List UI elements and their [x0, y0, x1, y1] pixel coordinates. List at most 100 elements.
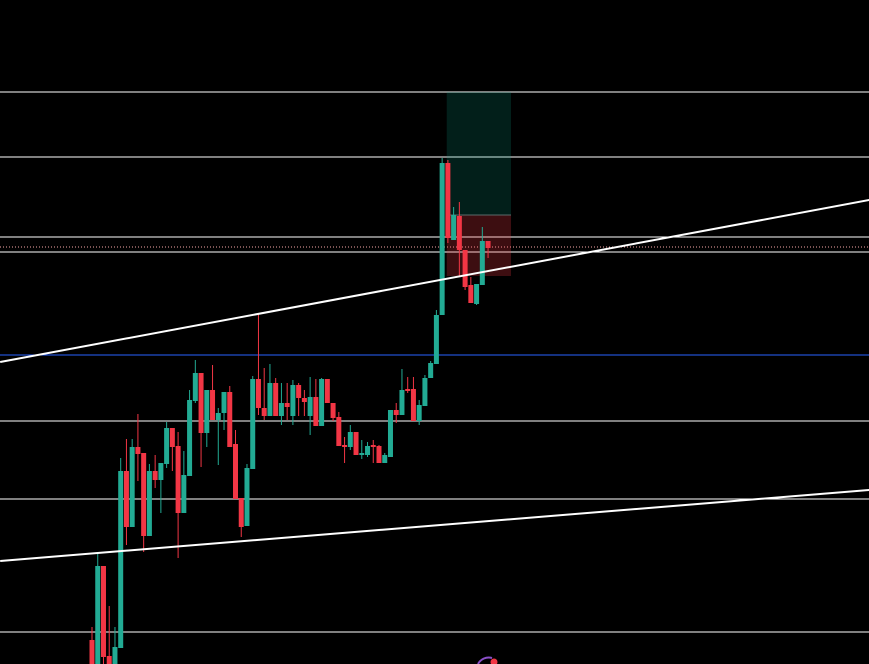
candle	[376, 445, 382, 463]
candle-body	[462, 250, 468, 287]
candle	[255, 313, 261, 415]
candle-body	[479, 241, 485, 285]
candle-body	[238, 498, 244, 527]
scroll-marker-icon[interactable]	[477, 656, 498, 664]
candle	[456, 202, 462, 277]
candle	[290, 380, 296, 425]
candle-body	[135, 447, 141, 454]
candle	[479, 227, 485, 285]
candle	[324, 379, 330, 403]
candle-body	[221, 392, 227, 413]
candle-body	[428, 363, 434, 378]
candle	[365, 442, 371, 457]
candle	[330, 403, 336, 421]
candle-body	[416, 405, 422, 421]
candle	[405, 377, 411, 393]
candle-body	[353, 432, 359, 455]
candle	[135, 414, 141, 481]
candle-body	[267, 383, 273, 416]
candle	[261, 368, 267, 420]
candle-body	[468, 285, 474, 303]
candle	[485, 241, 491, 258]
candle-body	[387, 410, 393, 457]
candle	[336, 412, 342, 446]
candle-body	[164, 428, 170, 464]
candle	[169, 428, 175, 471]
candle-body	[158, 463, 164, 480]
candle-body	[215, 413, 221, 420]
candle-body	[439, 163, 445, 315]
candle-body	[152, 471, 158, 480]
candle-body	[365, 446, 371, 455]
candle	[192, 360, 198, 403]
candle	[468, 277, 474, 303]
candle	[89, 627, 95, 664]
candle	[319, 378, 325, 426]
candle	[410, 377, 416, 421]
candle-body	[485, 241, 491, 248]
candle-body	[433, 315, 439, 364]
candle	[428, 361, 434, 378]
candle	[387, 410, 393, 457]
candle	[399, 369, 405, 415]
candle-body	[204, 390, 210, 433]
candle-body	[393, 410, 399, 415]
candles	[89, 158, 491, 664]
candle	[301, 390, 307, 416]
candle-body	[169, 428, 175, 447]
candle	[215, 408, 221, 465]
candle	[347, 425, 353, 450]
candle	[175, 432, 181, 558]
candle-body	[227, 392, 233, 447]
candle-body	[422, 378, 428, 406]
candle	[238, 498, 244, 537]
candle-body	[370, 445, 376, 447]
candle-body	[290, 385, 296, 416]
candle	[422, 375, 428, 406]
candle-body	[319, 379, 325, 426]
candle	[416, 400, 422, 425]
candle	[250, 376, 256, 469]
candle	[146, 464, 152, 536]
candle-body	[313, 397, 319, 426]
candle-body	[187, 400, 193, 476]
candle-body	[347, 432, 353, 447]
candle	[353, 432, 359, 455]
candle-body	[192, 373, 198, 401]
candle	[342, 437, 348, 463]
candle-body	[100, 566, 106, 657]
candle	[100, 566, 106, 664]
candle-body	[198, 373, 204, 433]
trendlines	[0, 199, 869, 562]
candle-body	[175, 446, 181, 513]
candle-body	[324, 379, 330, 403]
candle-body	[273, 383, 279, 416]
candle	[164, 422, 170, 468]
candle-body	[118, 471, 124, 648]
candle	[106, 606, 112, 664]
trendline	[0, 199, 869, 363]
candle-body	[95, 566, 101, 664]
candle	[141, 453, 147, 552]
candle-body	[129, 447, 135, 527]
candle-body	[336, 417, 342, 446]
candle-body	[330, 403, 336, 418]
candle	[370, 440, 376, 463]
candle-body	[123, 471, 129, 527]
candle	[244, 464, 250, 526]
candle-body	[301, 398, 307, 402]
long-position-tool[interactable]	[446, 92, 512, 276]
candle-body	[261, 408, 267, 416]
candle	[393, 403, 399, 423]
candle-body	[445, 163, 451, 238]
candle	[221, 392, 227, 430]
candle-body	[296, 385, 302, 398]
candle	[95, 553, 101, 664]
candle	[210, 365, 216, 420]
candle	[112, 627, 118, 664]
candle-body	[456, 216, 462, 250]
candle-body	[181, 475, 187, 513]
candle-body	[451, 215, 457, 240]
candle	[267, 364, 273, 416]
